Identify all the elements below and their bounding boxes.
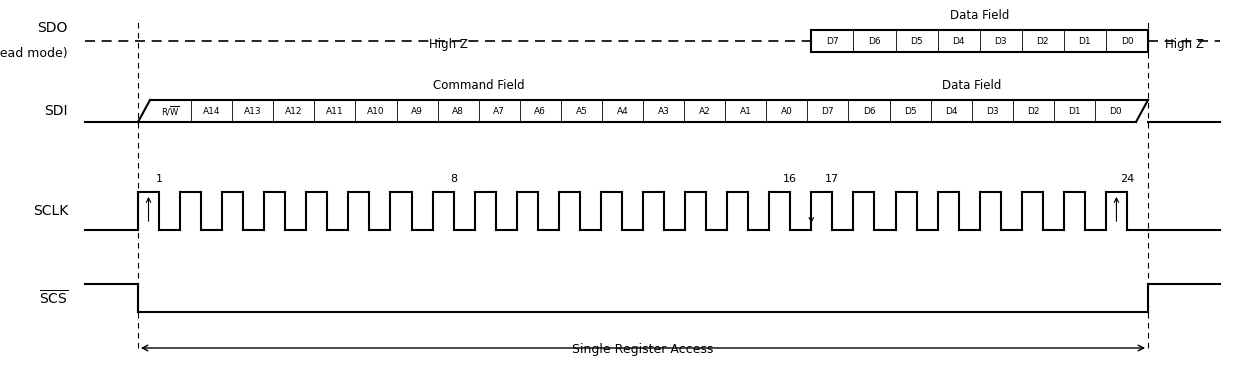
Text: D5: D5 xyxy=(911,37,923,45)
Text: D5: D5 xyxy=(903,107,917,116)
Text: D1: D1 xyxy=(1069,107,1081,116)
Text: A5: A5 xyxy=(576,107,587,116)
Text: A3: A3 xyxy=(658,107,669,116)
Text: D3: D3 xyxy=(994,37,1008,45)
Text: D2: D2 xyxy=(1036,37,1049,45)
Text: A12: A12 xyxy=(285,107,302,116)
Text: D4: D4 xyxy=(953,37,965,45)
Text: D6: D6 xyxy=(868,37,881,45)
Text: 8: 8 xyxy=(450,174,458,184)
Text: (read mode): (read mode) xyxy=(0,47,68,60)
Text: SDO: SDO xyxy=(37,21,68,35)
Text: A9: A9 xyxy=(411,107,423,116)
Text: A4: A4 xyxy=(617,107,628,116)
Text: $\overline{\mathrm{SCS}}$: $\overline{\mathrm{SCS}}$ xyxy=(39,289,68,307)
Text: A0: A0 xyxy=(781,107,792,116)
Text: D7: D7 xyxy=(821,107,835,116)
Text: A14: A14 xyxy=(203,107,220,116)
Text: D1: D1 xyxy=(1079,37,1091,45)
Text: A7: A7 xyxy=(494,107,505,116)
Text: A11: A11 xyxy=(326,107,343,116)
Text: 17: 17 xyxy=(825,174,840,184)
Text: SDI: SDI xyxy=(45,104,68,118)
Text: Command Field: Command Field xyxy=(433,79,525,92)
Text: D7: D7 xyxy=(826,37,838,45)
Text: Data Field: Data Field xyxy=(942,79,1001,92)
Text: D0: D0 xyxy=(1110,107,1122,116)
Text: D3: D3 xyxy=(986,107,999,116)
Text: SCLK: SCLK xyxy=(32,204,68,218)
Text: A6: A6 xyxy=(535,107,546,116)
Text: A13: A13 xyxy=(244,107,261,116)
Text: D0: D0 xyxy=(1121,37,1133,45)
Text: R/$\overline{\mathrm{W}}$: R/$\overline{\mathrm{W}}$ xyxy=(160,104,180,117)
Text: 24: 24 xyxy=(1120,174,1135,184)
Text: Single Register Access: Single Register Access xyxy=(572,343,714,356)
Text: D6: D6 xyxy=(862,107,876,116)
Text: A2: A2 xyxy=(699,107,710,116)
Text: A1: A1 xyxy=(740,107,751,116)
Text: D2: D2 xyxy=(1028,107,1040,116)
Text: A10: A10 xyxy=(367,107,384,116)
Text: 16: 16 xyxy=(784,174,797,184)
Text: A8: A8 xyxy=(452,107,464,116)
Text: High Z: High Z xyxy=(1164,38,1203,51)
Text: High Z: High Z xyxy=(429,38,468,51)
Text: D4: D4 xyxy=(945,107,958,116)
Text: 1: 1 xyxy=(156,174,163,184)
Text: Data Field: Data Field xyxy=(950,9,1009,22)
